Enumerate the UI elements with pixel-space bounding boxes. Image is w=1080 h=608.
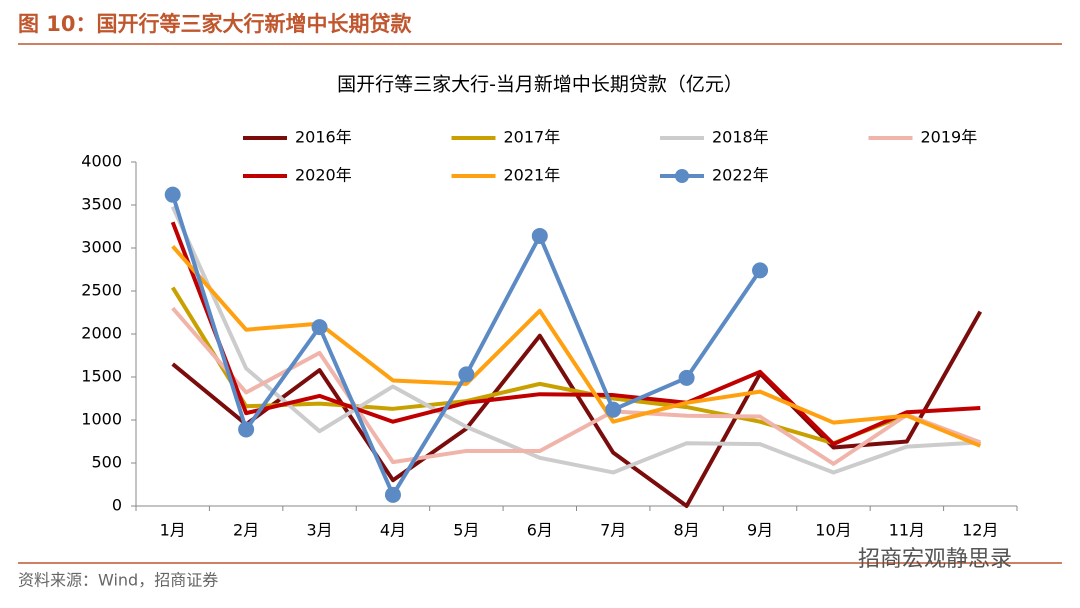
source: 资料来源：Wind，招商证券: [18, 571, 218, 590]
watermark: 招商宏观静思录: [858, 547, 1012, 572]
series-marker: [238, 421, 255, 438]
y-tick-label: 3000: [81, 238, 122, 257]
y-tick-label: 0: [112, 496, 122, 515]
series-marker: [531, 227, 548, 244]
y-tick-label: 1000: [81, 410, 122, 429]
chart-title: 国开行等三家大行-当月新增中长期贷款（亿元）: [337, 74, 743, 96]
legend-label: 2019年: [921, 128, 978, 147]
y-tick-label: 1500: [81, 367, 122, 386]
legend-label: 2021年: [504, 166, 561, 185]
legend-label: 2020年: [295, 166, 352, 185]
legend-label: 2022年: [712, 166, 769, 185]
x-tick-label: 8月: [674, 521, 700, 540]
y-tick-label: 2500: [81, 281, 122, 300]
series-marker: [678, 369, 695, 386]
x-tick-label: 3月: [306, 521, 332, 540]
y-tick-label: 2000: [81, 324, 122, 343]
legend-label: 2016年: [295, 128, 352, 147]
y-tick-label: 3500: [81, 195, 122, 214]
x-tick-label: 9月: [747, 521, 773, 540]
x-tick-label: 4月: [380, 521, 406, 540]
series-marker: [458, 366, 475, 383]
series-marker: [311, 319, 328, 336]
legend-label: 2018年: [712, 128, 769, 147]
legend-label: 2017年: [504, 128, 561, 147]
legend-marker: [675, 169, 689, 183]
x-tick-label: 5月: [453, 521, 479, 540]
x-tick-label: 7月: [600, 521, 626, 540]
figure-title: 图 10：国开行等三家大行新增中长期贷款: [18, 12, 413, 36]
x-tick-label: 6月: [527, 521, 553, 540]
y-tick-label: 500: [91, 453, 122, 472]
series-line: [170, 221, 981, 447]
x-tick-label: 10月: [815, 521, 851, 540]
series-marker: [752, 262, 769, 279]
x-tick-label: 12月: [962, 521, 998, 540]
y-tick-label: 4000: [81, 152, 122, 171]
x-tick-label: 1月: [160, 521, 186, 540]
series-marker: [384, 486, 401, 503]
series-line: [170, 205, 981, 475]
series-marker: [605, 401, 622, 418]
series-line: [171, 306, 981, 466]
series-marker: [164, 186, 181, 203]
x-tick-label: 2月: [233, 521, 259, 540]
series-line: [171, 244, 982, 448]
x-tick-label: 11月: [889, 521, 925, 540]
